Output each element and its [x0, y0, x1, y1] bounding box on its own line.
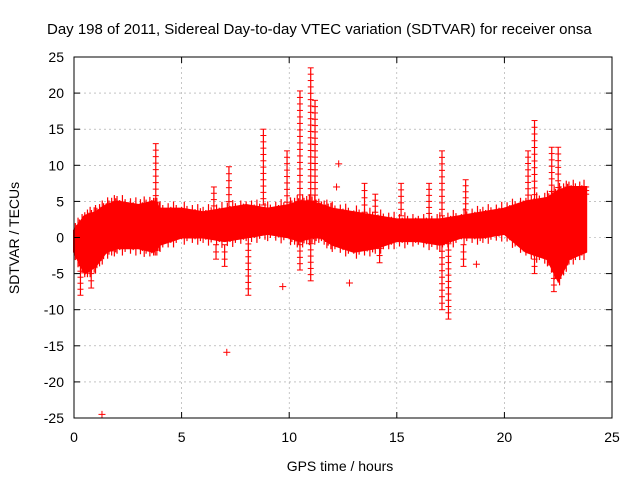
x-tick-label: 0 [70, 429, 78, 445]
y-tick-label: 25 [48, 49, 64, 65]
data-spikes [77, 67, 590, 320]
y-tick-label: 0 [56, 230, 64, 246]
y-axis-label: SDTVAR / TECUs [6, 182, 22, 294]
y-tick-label: 10 [48, 157, 64, 173]
y-tick-label: -25 [44, 410, 64, 426]
x-tick-label: 15 [389, 429, 405, 445]
x-tick-label: 20 [497, 429, 513, 445]
data-points [98, 160, 480, 418]
x-axis-ticks: 0 5 10 15 20 25 [70, 57, 620, 445]
y-tick-label: -20 [44, 374, 64, 390]
x-tick-label: 25 [604, 429, 620, 445]
y-tick-label: -15 [44, 338, 64, 354]
y-tick-label: 15 [48, 121, 64, 137]
x-tick-label: 10 [281, 429, 297, 445]
x-axis-label: GPS time / hours [287, 458, 394, 474]
y-tick-label: -10 [44, 302, 64, 318]
y-tick-label: 5 [56, 193, 64, 209]
data-band [73, 179, 588, 286]
y-axis-ticks: -25 -20 -15 -10 -5 0 5 10 15 20 25 [44, 49, 612, 426]
x-tick-label: 5 [178, 429, 186, 445]
y-tick-label: 20 [48, 85, 64, 101]
y-tick-label: -5 [52, 266, 65, 282]
chart-title: Day 198 of 2011, Sidereal Day-to-day VTE… [47, 21, 592, 38]
